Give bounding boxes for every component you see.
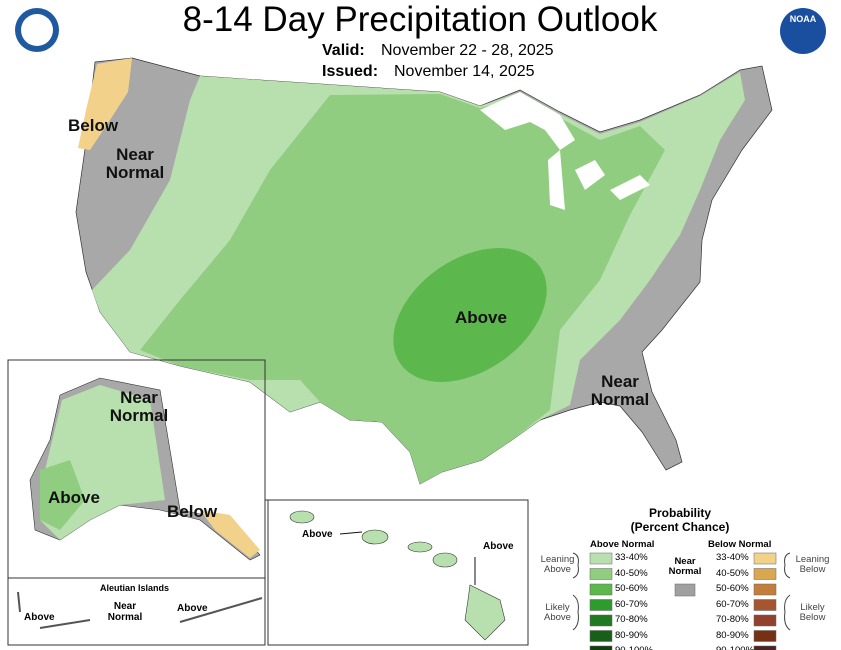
legend-swatch <box>753 645 777 650</box>
doc-logo-inner <box>21 14 53 46</box>
legend-label: 60-70% <box>716 598 749 610</box>
map-label: Below <box>167 502 218 521</box>
hawaii-frame <box>265 499 529 646</box>
legend-swatch <box>753 583 777 596</box>
legend-swatch <box>589 552 613 565</box>
legend-label: 80-90% <box>615 629 648 641</box>
map-label: Above <box>483 541 514 552</box>
legend-swatches <box>589 552 777 650</box>
map-label: Near Normal <box>109 388 169 425</box>
noaa-text: NOAA <box>790 14 817 24</box>
legend-swatch <box>589 614 613 627</box>
legend-near: Near Normal <box>668 556 702 577</box>
legend-swatch <box>674 583 696 597</box>
legend-label: 90-100% <box>716 646 754 650</box>
legend-label: 50-60% <box>615 583 648 594</box>
alaska-above-40 <box>40 460 85 530</box>
legend-title: Probability <box>648 506 711 520</box>
legend-label: 33-40% <box>615 552 648 563</box>
map-label: Near Normal <box>107 601 143 623</box>
legend-swatch <box>753 568 777 580</box>
map-label: Above <box>24 612 55 623</box>
map-label: Near Normal <box>590 372 650 409</box>
aleutian-frame <box>7 577 266 646</box>
legend-label: 50-60% <box>716 583 749 594</box>
map-label: Above <box>48 488 100 507</box>
issued: November 14, 2025 <box>394 63 535 80</box>
conus-below <box>78 58 132 150</box>
map-label: Below <box>68 116 119 135</box>
legend-swatch <box>753 630 777 642</box>
valid-label: Valid: <box>322 42 365 59</box>
alaska-below <box>200 510 260 558</box>
legend-subtitle: (Percent Chance) <box>630 520 730 534</box>
legend-label: 33-40% <box>716 552 749 563</box>
legend-swatch <box>753 614 777 627</box>
legend-group: Leaning Below <box>795 554 830 575</box>
legend-swatch <box>589 583 613 596</box>
legend-heading: Below Normal <box>708 539 772 550</box>
noaa-logo <box>780 8 826 54</box>
legend-heading: Above Normal <box>590 539 655 550</box>
legend-group: Likely Below <box>799 602 826 623</box>
map-label: Above <box>302 529 333 540</box>
legend-label: 70-80% <box>615 614 648 625</box>
hawaii-islands <box>289 510 506 641</box>
legend-group: Likely Above <box>544 602 571 623</box>
legend-label: 80-90% <box>716 629 749 641</box>
legend-label: 70-80% <box>716 614 749 625</box>
legend-swatch <box>589 568 613 580</box>
legend-label: 60-70% <box>615 598 648 610</box>
legend-label: 40-50% <box>615 567 648 579</box>
leader-lines <box>339 531 476 585</box>
legend-swatch <box>753 552 777 565</box>
issued-label: Issued: <box>322 63 379 80</box>
legend-swatch <box>589 599 613 611</box>
map-label: Above <box>177 603 208 614</box>
legend-swatch <box>589 645 613 650</box>
legend-swatch <box>589 630 613 642</box>
valid: November 22 - 28, 2025 <box>381 42 554 59</box>
legend-label: 40-50% <box>716 567 749 579</box>
legend-label: 90-100% <box>615 646 653 650</box>
great-lakes <box>480 92 650 210</box>
conus-above-40 <box>140 94 665 484</box>
map-label: Near Normal <box>105 145 165 182</box>
map-label: Above <box>455 308 507 327</box>
legend-group: Leaning Above <box>540 554 575 575</box>
legend-swatch <box>753 599 777 611</box>
conus-above-50 <box>393 248 547 382</box>
aleutian-title: Aleutian Islands <box>100 583 170 593</box>
aleutian-islands <box>17 591 263 629</box>
title: 8-14 Day Precipitation Outlook <box>182 0 658 39</box>
legend-brackets <box>572 552 791 631</box>
